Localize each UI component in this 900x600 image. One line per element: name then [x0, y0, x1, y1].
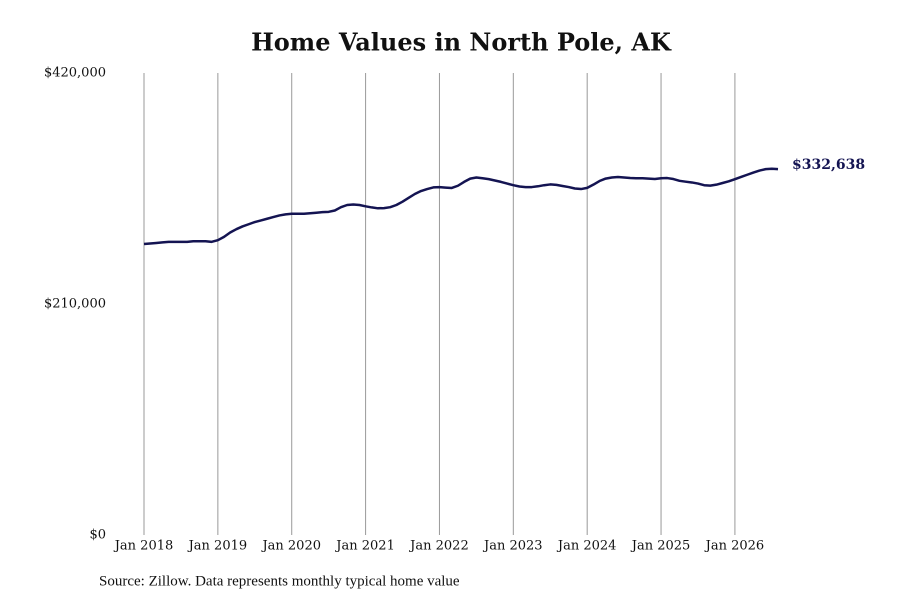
- x-tick-label: Jan 2026: [704, 539, 765, 554]
- source-note: Source: Zillow. Data represents monthly …: [99, 573, 460, 589]
- line-series: [143, 167, 779, 246]
- y-tick-label: $420,000: [44, 66, 106, 81]
- x-tick-label: Jan 2021: [334, 539, 395, 554]
- x-tick-label: Jan 2020: [260, 539, 321, 554]
- data-label: $332,638: [792, 157, 865, 173]
- x-tick-label: Jan 2022: [408, 539, 469, 554]
- x-tick-label: Jan 2019: [187, 539, 248, 554]
- x-tick-label: Jan 2024: [556, 539, 617, 554]
- chart-title: Home Values in North Pole, AK: [251, 28, 672, 57]
- y-tick-label: $210,000: [44, 297, 106, 312]
- x-tick-label: Jan 2023: [482, 539, 543, 554]
- x-tick-label: Jan 2025: [630, 539, 691, 554]
- y-tick-label: $0: [89, 528, 106, 543]
- x-tick-label: Jan 2018: [113, 539, 174, 554]
